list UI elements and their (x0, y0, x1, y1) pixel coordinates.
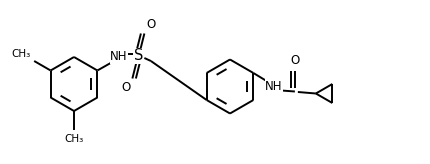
Text: CH₃: CH₃ (12, 49, 31, 59)
Text: O: O (290, 54, 300, 67)
Text: NH: NH (265, 80, 283, 93)
Text: O: O (121, 81, 130, 94)
Text: O: O (146, 18, 156, 31)
Text: NH: NH (110, 51, 128, 63)
Text: S: S (134, 49, 143, 63)
Text: CH₃: CH₃ (64, 134, 83, 144)
